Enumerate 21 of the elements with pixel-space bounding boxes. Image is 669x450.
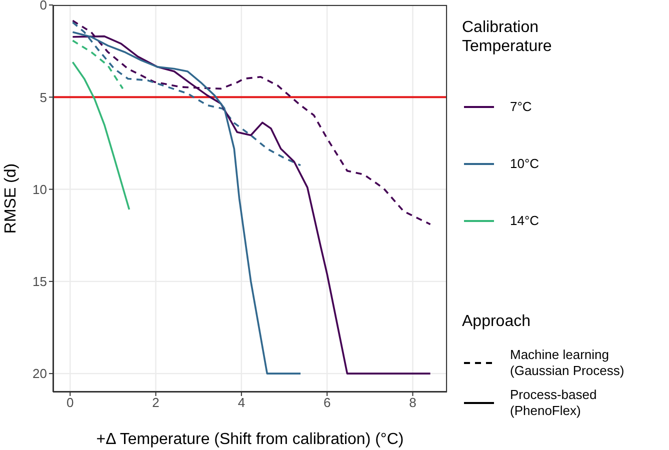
line-series [72, 40, 124, 90]
x-tick-label: 8 [409, 395, 416, 410]
text: Approach [462, 313, 530, 330]
y-tick-label: 10 [32, 182, 47, 197]
x-tick-label: 4 [238, 395, 246, 410]
line-series [72, 61, 130, 210]
y-tick-label: 20 [32, 366, 47, 382]
y-axis-title: RMSE (d) [2, 163, 20, 234]
legend-label: 14°C [510, 213, 540, 228]
x-tick-label: 6 [323, 395, 331, 410]
legend-label: 7°C [510, 99, 532, 114]
x-tick-label: 2 [152, 395, 160, 410]
x-tick-label: 0 [66, 395, 74, 410]
y-tick-label: 0 [40, 0, 47, 13]
text: Calibration Temperature [462, 19, 552, 55]
text: Machine learning (Gaussian Process) [510, 347, 624, 379]
y-tick-label: 5 [40, 90, 47, 105]
y-tick-label: 15 [32, 274, 47, 290]
x-axis-title: +Δ Temperature (Shift from calibration) (°C) [96, 431, 404, 448]
legend-label: 10°C [510, 156, 540, 171]
text: Process-based (PhenoFlex) [510, 387, 597, 419]
